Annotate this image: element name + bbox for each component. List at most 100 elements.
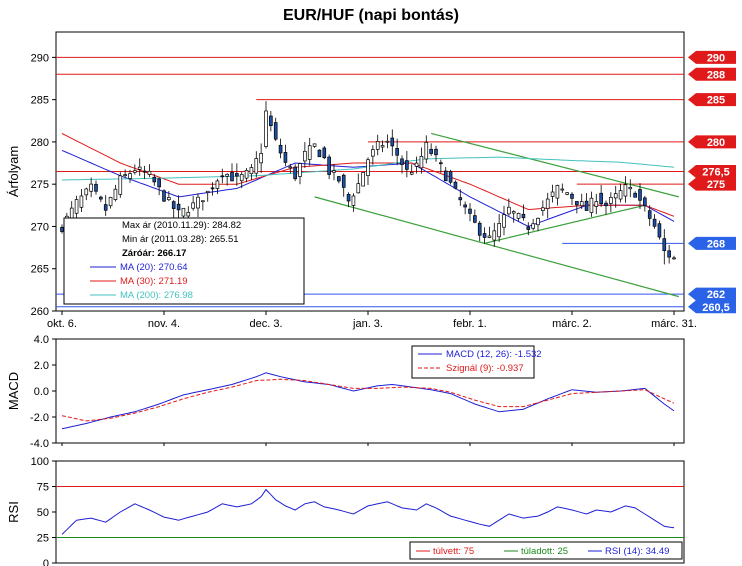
candle-body [99, 196, 103, 200]
price-y-tick-label: 290 [31, 52, 49, 64]
candle-body [385, 140, 390, 143]
macd-panel: -4.0 -2.0 0.0 2.0 4.0 MACD MACD (12, 26): -1.5… [6, 334, 685, 450]
candle-body [79, 195, 84, 208]
candle-body [176, 203, 181, 211]
candle-body [487, 235, 492, 238]
level-tag-label: 268 [707, 238, 725, 250]
candle-body [118, 175, 123, 195]
level-tag [688, 165, 736, 178]
rsi-y-tick-label: 75 [37, 482, 49, 494]
candle-body [341, 174, 346, 188]
candle-body [497, 223, 501, 238]
candle-body [205, 190, 210, 193]
candle-body [123, 174, 127, 176]
candle-body [89, 183, 93, 192]
candle-body [356, 183, 361, 194]
candle-body [477, 222, 482, 236]
candle-body [137, 166, 142, 170]
price-y-tick-label: 270 [31, 221, 49, 233]
rsi-legend-entry: túlvett: 75 [433, 546, 474, 557]
candle-body [657, 223, 662, 238]
candle-body [589, 197, 594, 213]
candle-body [283, 152, 288, 163]
info-box-row: MA (200): 276.98 [120, 290, 193, 301]
candle-body [429, 148, 433, 154]
candle-body [254, 158, 259, 174]
candle-body [545, 198, 550, 209]
info-box-row: Max ár (2010.11.29): 284.82 [122, 220, 241, 231]
candle-body [375, 141, 380, 150]
candle-body [346, 194, 351, 202]
candle-body [468, 208, 472, 214]
macd-y-tick-label: 2.0 [34, 360, 49, 372]
candle-body [516, 213, 521, 219]
candle-body [74, 199, 79, 214]
candle-body [332, 170, 336, 173]
candle-body [492, 230, 497, 241]
candle-body [584, 200, 589, 211]
candle-body [133, 170, 137, 173]
candle-body [94, 183, 98, 192]
candle-body [128, 173, 132, 179]
candle-body [201, 200, 205, 203]
candle-body [453, 181, 458, 189]
price-x-tick-label: nov. 4. [148, 318, 180, 330]
candle-body [623, 184, 628, 197]
price-x-tick-label: jan. 3. [352, 318, 383, 330]
candle-body [511, 211, 516, 214]
macd-y-tick-label: 0.0 [34, 386, 49, 398]
candle-body [351, 195, 356, 206]
candle-body [560, 188, 565, 191]
level-tag-label: 262 [707, 289, 725, 301]
chart-title: EUR/HUF (napi bontás) [283, 7, 459, 24]
candle-body [162, 190, 166, 202]
candle-body [395, 148, 399, 156]
candle-body [269, 115, 273, 126]
price-y-tick-label: 280 [31, 137, 49, 149]
info-box [63, 217, 305, 305]
price-x-tick-label: márc. 31. [651, 318, 697, 330]
rsi-panel: 0 25 50 75 100 RSI túlvett: 75 túladott: 25 RSI … [6, 456, 685, 566]
macd-plot-frame [55, 338, 685, 444]
candle-body [147, 170, 152, 175]
candle-body [541, 207, 545, 211]
candle-body [613, 193, 618, 199]
price-y-axis-label: Árfolyam [6, 146, 21, 197]
candle-body [439, 162, 443, 165]
candle-body [409, 172, 414, 175]
candle-body [555, 184, 560, 199]
info-box-row: Min ár (2011.03.28): 265.51 [122, 234, 239, 245]
level-tag-label: 288 [707, 69, 725, 81]
candle-body [235, 173, 239, 177]
macd-legend-entry: Szignál (9): -0.937 [446, 363, 524, 374]
candle-body [142, 170, 147, 173]
candle-body [652, 218, 657, 227]
candle-body [230, 172, 234, 182]
candle-body [361, 172, 365, 187]
candle-body [210, 187, 215, 190]
candle-body [273, 122, 278, 140]
candle-body [400, 158, 404, 165]
candle-body [371, 149, 375, 157]
candle-body [531, 223, 535, 229]
candle-body [264, 110, 268, 147]
candle-body [526, 226, 531, 230]
candle-body [317, 149, 322, 158]
candle-body [259, 153, 263, 164]
level-tag [688, 135, 736, 149]
level-tag-label: 280 [707, 137, 725, 149]
level-tag [688, 93, 736, 107]
level-tag-label: 275 [707, 179, 725, 191]
candle-body [579, 201, 584, 207]
candle-body [215, 180, 220, 189]
level-tag [688, 50, 736, 64]
price-y-tick-label: 275 [31, 179, 49, 191]
candle-body [171, 201, 176, 209]
candle-body [458, 197, 463, 201]
macd-series-line [61, 378, 675, 422]
level-tag [688, 236, 736, 250]
candle-body [84, 188, 89, 196]
level-tag-label: 290 [707, 52, 725, 64]
candle-body [157, 178, 161, 188]
